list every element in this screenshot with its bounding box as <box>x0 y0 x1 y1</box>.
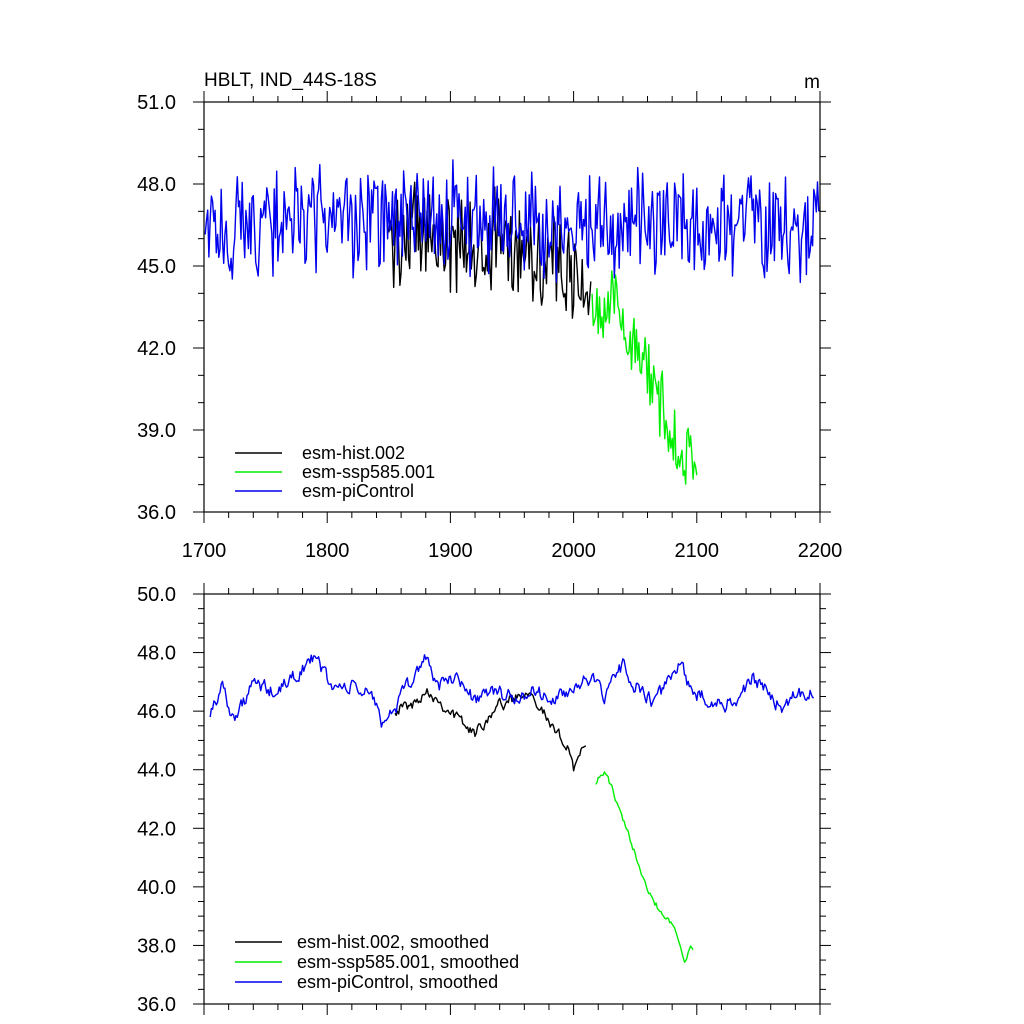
y-tick-label: 48.0 <box>137 643 176 665</box>
y-tick-label: 40.0 <box>137 877 176 899</box>
y-tick-label: 48.0 <box>137 174 176 196</box>
x-tick-label: 2000 <box>551 540 596 562</box>
legend-label: esm-hist.002 <box>302 443 405 463</box>
top-panel: 1700 1800 1900 2000 2100 2200 36.0 39.0 42.0 45.0… <box>137 91 842 562</box>
legend-label: esm-ssp585.001 <box>302 462 435 482</box>
y-tick-label: 46.0 <box>137 701 176 723</box>
legend-label: esm-hist.002, smoothed <box>297 932 489 952</box>
x-tick-label: 1800 <box>305 540 350 562</box>
y-tick-label: 51.0 <box>137 92 176 114</box>
y-tick-label: 50.0 <box>137 584 176 606</box>
y-tick-label: 38.0 <box>137 935 176 957</box>
x-tick-label: 2100 <box>675 540 720 562</box>
series-line-pic <box>209 654 814 728</box>
legend-label: esm-piControl, smoothed <box>297 972 498 992</box>
units-label: m <box>804 72 820 93</box>
series-line-ssp <box>595 771 694 963</box>
bottom-panel: 36.0 38.0 40.0 42.0 44.0 46.0 48.0 50.0 esm-hist… <box>137 583 831 1016</box>
legend-label: esm-ssp585.001, smoothed <box>297 952 519 972</box>
series-line-pic <box>204 159 820 284</box>
series-line-hist <box>394 688 587 772</box>
y-tick-label: 36.0 <box>137 994 176 1016</box>
y-tick-label: 45.0 <box>137 256 176 278</box>
plot-frame <box>203 101 821 513</box>
x-tick-label: 1900 <box>428 540 473 562</box>
x-tick-label: 1700 <box>182 540 227 562</box>
y-tick-label: 42.0 <box>137 338 176 360</box>
series-line-ssp <box>591 270 698 485</box>
y-tick-label: 39.0 <box>137 420 176 442</box>
chart-title: HBLT, IND_44S-18S <box>204 70 377 91</box>
y-tick-label: 44.0 <box>137 760 176 782</box>
y-tick-label: 42.0 <box>137 818 176 840</box>
legend-label: esm-piControl <box>302 481 414 501</box>
x-tick-label: 2200 <box>798 540 843 562</box>
y-tick-label: 36.0 <box>137 502 176 524</box>
